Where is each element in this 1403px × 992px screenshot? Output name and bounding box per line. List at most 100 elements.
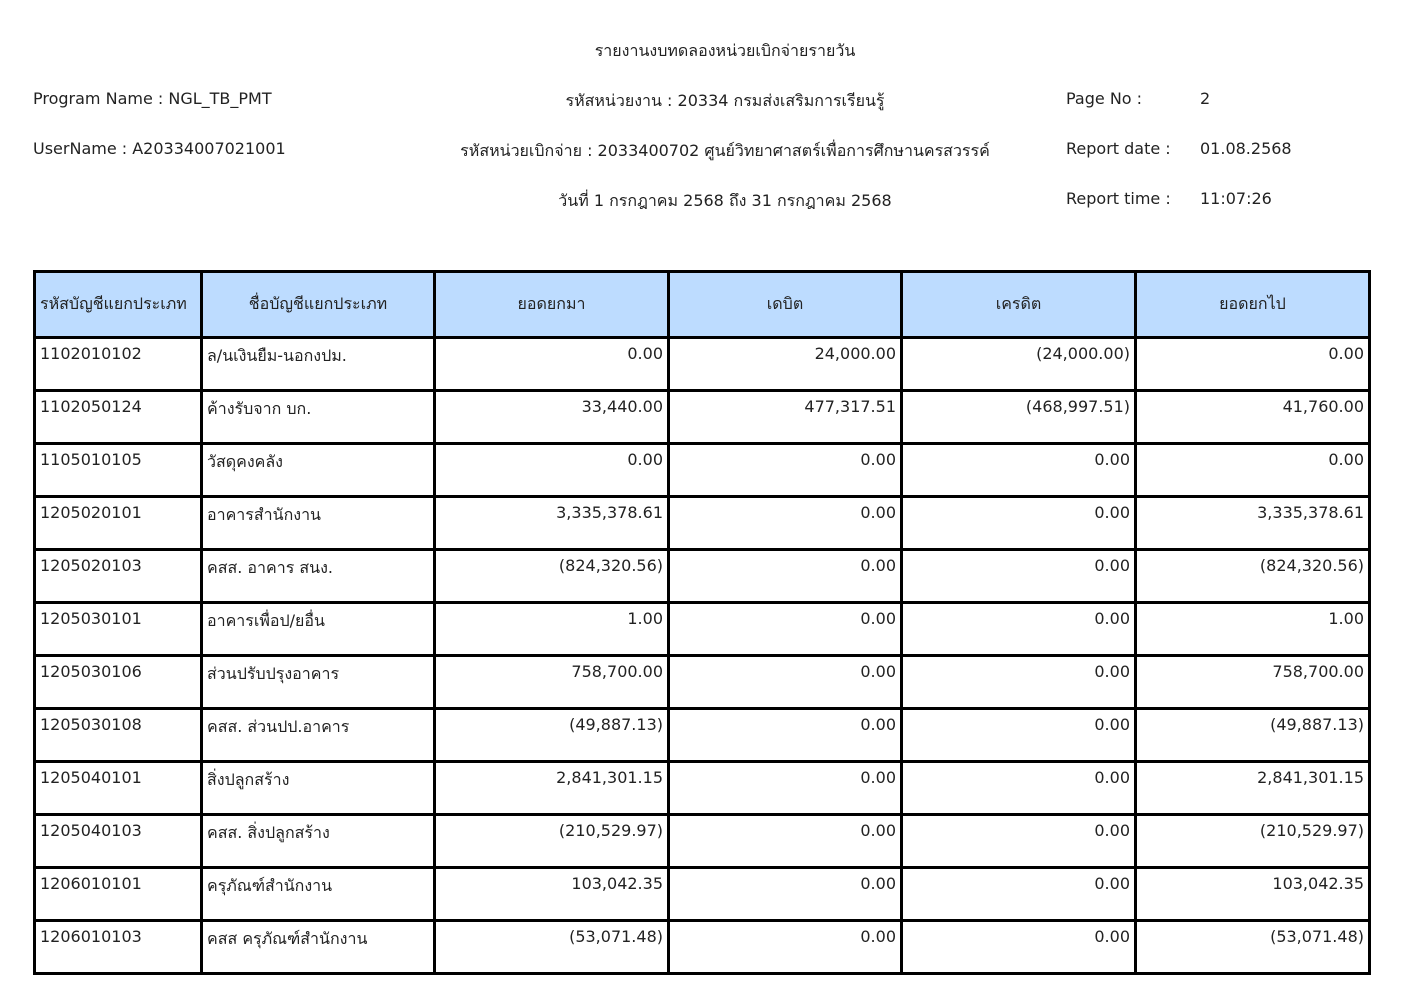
cell-account-name: คสส. สิ่งปลูกสร้าง bbox=[200, 813, 436, 869]
table-row: 1205020101 อาคารสำนักงาน 3,335,378.61 0.00 0… bbox=[33, 495, 1371, 551]
cell-opening-balance: (53,071.48) bbox=[433, 919, 670, 975]
cell-closing-balance: (49,887.13) bbox=[1134, 707, 1371, 763]
column-header-credit: เครดิต bbox=[900, 270, 1137, 339]
cell-debit: 0.00 bbox=[667, 707, 903, 763]
cell-account-code: 1205030108 bbox=[33, 707, 203, 763]
cell-opening-balance: (210,529.97) bbox=[433, 813, 670, 869]
cell-closing-balance: 1.00 bbox=[1134, 601, 1371, 657]
cell-closing-balance: 2,841,301.15 bbox=[1134, 760, 1371, 816]
cell-closing-balance: 0.00 bbox=[1134, 442, 1371, 498]
cell-debit: 0.00 bbox=[667, 866, 903, 922]
cell-account-code: 1205020101 bbox=[33, 495, 203, 551]
cell-debit: 0.00 bbox=[667, 813, 903, 869]
cell-opening-balance: 0.00 bbox=[433, 336, 670, 392]
cell-account-name: สิ่งปลูกสร้าง bbox=[200, 760, 436, 816]
cell-account-code: 1205040103 bbox=[33, 813, 203, 869]
table-row: 1205030101 อาคารเพื่อป/ยอื่น 1.00 0.00 0.00 1… bbox=[33, 601, 1371, 657]
disbursing-unit-line: รหัสหน่วยเบิกจ่าย : 2033400702 ศูนย์วิทย… bbox=[460, 141, 990, 160]
table-row: 1105010105 วัสดุคงคลัง 0.00 0.00 0.00 0.00 bbox=[33, 442, 1371, 498]
cell-account-code: 1205020103 bbox=[33, 548, 203, 604]
table-body: 1102010102 ล/นเงินยืม-นอกงปม. 0.00 24,000.0… bbox=[33, 336, 1371, 975]
table-row: 1102050124 ค้างรับจาก บก. 33,440.00 477,317… bbox=[33, 389, 1371, 445]
period-line: วันที่ 1 กรกฎาคม 2568 ถึง 31 กรกฎาคม 256… bbox=[558, 191, 892, 210]
cell-account-code: 1206010103 bbox=[33, 919, 203, 975]
cell-credit: (24,000.00) bbox=[900, 336, 1137, 392]
cell-opening-balance: 3,335,378.61 bbox=[433, 495, 670, 551]
cell-credit: 0.00 bbox=[900, 548, 1137, 604]
cell-opening-balance: (49,887.13) bbox=[433, 707, 670, 763]
table-row: 1206010101 ครุภัณฑ์สำนักงาน 103,042.35 0.00… bbox=[33, 866, 1371, 922]
cell-debit: 0.00 bbox=[667, 760, 903, 816]
report-date-label: Report date : bbox=[1066, 139, 1171, 158]
cell-credit: (468,997.51) bbox=[900, 389, 1137, 445]
cell-account-code: 1205030106 bbox=[33, 654, 203, 710]
column-header-closing-balance: ยอดยกไป bbox=[1134, 270, 1371, 339]
cell-opening-balance: 2,841,301.15 bbox=[433, 760, 670, 816]
cell-debit: 477,317.51 bbox=[667, 389, 903, 445]
cell-account-name: ล/นเงินยืม-นอกงปม. bbox=[200, 336, 436, 392]
cell-credit: 0.00 bbox=[900, 919, 1137, 975]
table-header-row: รหัสบัญชีแยกประเภท ชื่อบัญชีแยกประเภท ยอดย… bbox=[33, 270, 1371, 339]
department-line: รหัสหน่วยงาน : 20334 กรมส่งเสริมการเรียน… bbox=[565, 91, 885, 110]
cell-credit: 0.00 bbox=[900, 813, 1137, 869]
report-time-label: Report time : bbox=[1066, 189, 1171, 208]
table-row: 1205040103 คสส. สิ่งปลูกสร้าง (210,529.97)… bbox=[33, 813, 1371, 869]
cell-opening-balance: (824,320.56) bbox=[433, 548, 670, 604]
cell-account-name: ครุภัณฑ์สำนักงาน bbox=[200, 866, 436, 922]
cell-credit: 0.00 bbox=[900, 654, 1137, 710]
username: UserName : A20334007021001 bbox=[33, 139, 286, 158]
cell-account-name: วัสดุคงคลัง bbox=[200, 442, 436, 498]
cell-opening-balance: 1.00 bbox=[433, 601, 670, 657]
cell-debit: 0.00 bbox=[667, 548, 903, 604]
trial-balance-table: รหัสบัญชีแยกประเภท ชื่อบัญชีแยกประเภท ยอดย… bbox=[33, 270, 1371, 975]
cell-credit: 0.00 bbox=[900, 495, 1137, 551]
column-header-account-code: รหัสบัญชีแยกประเภท bbox=[33, 270, 203, 339]
cell-account-name: คสส. ส่วนปป.อาคาร bbox=[200, 707, 436, 763]
report-date-value: 01.08.2568 bbox=[1200, 139, 1292, 158]
cell-debit: 0.00 bbox=[667, 601, 903, 657]
cell-account-code: 1205030101 bbox=[33, 601, 203, 657]
column-header-account-name: ชื่อบัญชีแยกประเภท bbox=[200, 270, 436, 339]
cell-account-name: คสส. อาคาร สนง. bbox=[200, 548, 436, 604]
page-no-label: Page No : bbox=[1066, 89, 1143, 108]
cell-closing-balance: (53,071.48) bbox=[1134, 919, 1371, 975]
cell-account-code: 1102050124 bbox=[33, 389, 203, 445]
cell-debit: 0.00 bbox=[667, 919, 903, 975]
cell-account-name: ค้างรับจาก บก. bbox=[200, 389, 436, 445]
column-header-debit: เดบิต bbox=[667, 270, 903, 339]
cell-closing-balance: 0.00 bbox=[1134, 336, 1371, 392]
column-header-opening-balance: ยอดยกมา bbox=[433, 270, 670, 339]
cell-closing-balance: (824,320.56) bbox=[1134, 548, 1371, 604]
table-row: 1205030106 ส่วนปรับปรุงอาคาร 758,700.00 0.0… bbox=[33, 654, 1371, 710]
cell-debit: 24,000.00 bbox=[667, 336, 903, 392]
report-time-value: 11:07:26 bbox=[1200, 189, 1272, 208]
cell-credit: 0.00 bbox=[900, 866, 1137, 922]
cell-credit: 0.00 bbox=[900, 707, 1137, 763]
cell-closing-balance: 3,335,378.61 bbox=[1134, 495, 1371, 551]
cell-account-code: 1102010102 bbox=[33, 336, 203, 392]
cell-account-name: คสส ครุภัณฑ์สำนักงาน bbox=[200, 919, 436, 975]
cell-account-code: 1205040101 bbox=[33, 760, 203, 816]
cell-closing-balance: (210,529.97) bbox=[1134, 813, 1371, 869]
cell-account-code: 1105010105 bbox=[33, 442, 203, 498]
cell-closing-balance: 758,700.00 bbox=[1134, 654, 1371, 710]
table-row: 1205020103 คสส. อาคาร สนง. (824,320.56) 0.0… bbox=[33, 548, 1371, 604]
cell-debit: 0.00 bbox=[667, 495, 903, 551]
cell-account-code: 1206010101 bbox=[33, 866, 203, 922]
table-row: 1102010102 ล/นเงินยืม-นอกงปม. 0.00 24,000.0… bbox=[33, 336, 1371, 392]
cell-account-name: อาคารสำนักงาน bbox=[200, 495, 436, 551]
report-title: รายงานงบทดลองหน่วยเบิกจ่ายรายวัน bbox=[594, 41, 856, 60]
cell-opening-balance: 33,440.00 bbox=[433, 389, 670, 445]
cell-debit: 0.00 bbox=[667, 442, 903, 498]
cell-credit: 0.00 bbox=[900, 601, 1137, 657]
page-no-value: 2 bbox=[1200, 89, 1211, 108]
cell-closing-balance: 103,042.35 bbox=[1134, 866, 1371, 922]
cell-debit: 0.00 bbox=[667, 654, 903, 710]
table-row: 1205040101 สิ่งปลูกสร้าง 2,841,301.15 0.00 0… bbox=[33, 760, 1371, 816]
cell-opening-balance: 103,042.35 bbox=[433, 866, 670, 922]
cell-closing-balance: 41,760.00 bbox=[1134, 389, 1371, 445]
cell-opening-balance: 758,700.00 bbox=[433, 654, 670, 710]
table-row: 1206010103 คสส ครุภัณฑ์สำนักงาน (53,071.48… bbox=[33, 919, 1371, 975]
cell-account-name: อาคารเพื่อป/ยอื่น bbox=[200, 601, 436, 657]
table-row: 1205030108 คสส. ส่วนปป.อาคาร (49,887.13) 0.… bbox=[33, 707, 1371, 763]
